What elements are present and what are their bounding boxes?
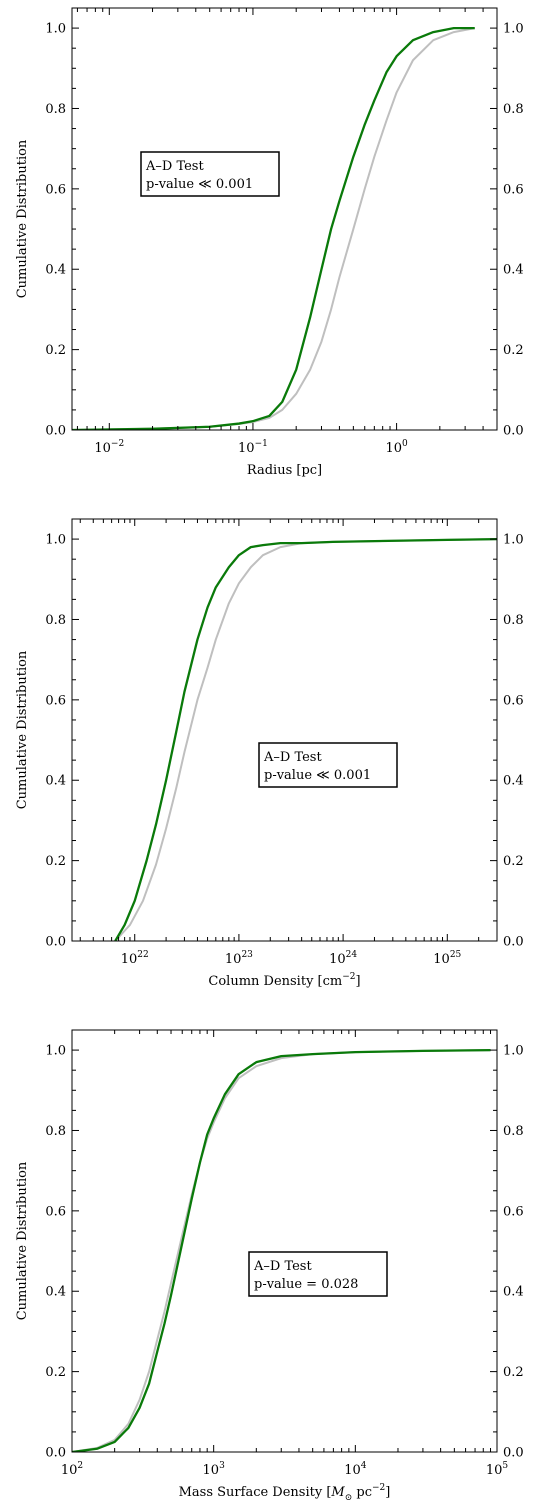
x-tick-label: 10−1 <box>238 439 268 456</box>
y-tick-label-right: 0.4 <box>503 774 524 789</box>
y-tick-label-right: 0.0 <box>503 935 524 950</box>
y-tick-label-right: 0.6 <box>503 693 524 708</box>
y-tick-label: 1.0 <box>45 22 66 37</box>
y-tick-label-right: 0.8 <box>503 613 524 628</box>
annotation-box <box>258 742 398 788</box>
y-tick-label: 0.4 <box>45 1285 66 1300</box>
y-tick-label: 0.0 <box>45 935 66 950</box>
y-tick-label-right: 0.8 <box>503 1124 524 1139</box>
y-tick-label: 0.8 <box>45 102 66 117</box>
y-tick-label: 0.4 <box>45 774 66 789</box>
y-tick-label: 0.0 <box>45 1446 66 1461</box>
series-line-gray <box>72 1049 491 1452</box>
plot-frame <box>71 518 498 942</box>
chart-panel-1: 0.0 0.0 0.2 0.2 0.4 0.4 0.6 0.6 0.8 0.8 1.0 1.0 10−2… <box>15 7 524 478</box>
x-tick-label: 1024 <box>329 950 357 967</box>
y-tick-label: 0.8 <box>45 1124 66 1139</box>
x-tick-label: 1025 <box>433 950 461 967</box>
annotation-line2: p-value ≪ 0.001 <box>264 768 371 783</box>
x-tick-label: 1023 <box>225 950 253 967</box>
y-axis-label: Cumulative Distribution <box>15 139 30 298</box>
y-tick-label-right: 0.2 <box>503 1365 524 1380</box>
y-tick-label-right: 1.0 <box>503 22 524 37</box>
y-tick-label: 0.0 <box>45 424 66 439</box>
y-tick-label: 0.2 <box>45 343 66 358</box>
y-tick-label: 0.6 <box>45 182 66 197</box>
x-tick-label: 105 <box>486 1461 509 1478</box>
annotation-line2: p-value ≪ 0.001 <box>146 177 253 192</box>
y-tick-label: 0.8 <box>45 613 66 628</box>
series-line-green <box>72 1048 491 1452</box>
annotation-box <box>140 151 280 197</box>
y-tick-label: 0.4 <box>45 263 66 278</box>
x-tick-label: 1022 <box>121 950 149 967</box>
annotation-line2: p-value = 0.028 <box>254 1277 358 1292</box>
y-tick-label: 0.2 <box>45 1365 66 1380</box>
annotation-line1: A–D Test <box>253 1259 312 1274</box>
series-line-gray <box>72 27 475 430</box>
x-tick-label: 102 <box>61 1461 83 1478</box>
x-axis-label: Column Density [cm−2] <box>208 972 360 989</box>
y-tick-label: 0.6 <box>45 693 66 708</box>
y-tick-label-right: 0.0 <box>503 424 524 439</box>
y-tick-label-right: 0.4 <box>503 1285 524 1300</box>
annotation-line1: A–D Test <box>263 750 322 765</box>
x-tick-label: 100 <box>385 439 408 456</box>
y-tick-label-right: 0.6 <box>503 182 524 197</box>
y-tick-label: 1.0 <box>45 1044 66 1059</box>
y-tick-label-right: 1.0 <box>503 533 524 548</box>
x-axis-label: Mass Surface Density [M⊙ pc−2] <box>179 1483 391 1503</box>
series-line-green <box>114 537 497 941</box>
y-axis-label: Cumulative Distribution <box>15 650 30 809</box>
x-tick-label: 10−2 <box>94 439 124 456</box>
chart-panel-3: 0.0 0.0 0.2 0.2 0.4 0.4 0.6 0.6 0.8 0.8 1.0 1.0 102 1… <box>15 1029 524 1503</box>
y-tick-label: 1.0 <box>45 533 66 548</box>
annotation-box <box>248 1251 388 1297</box>
y-tick-label: 0.6 <box>45 1204 66 1219</box>
y-tick-label-right: 0.0 <box>503 1446 524 1461</box>
x-tick-label: 104 <box>344 1461 367 1478</box>
y-tick-label-right: 0.4 <box>503 263 524 278</box>
plot-frame <box>71 1029 498 1453</box>
y-tick-label: 0.2 <box>45 854 66 869</box>
x-axis-label: Radius [pc] <box>247 463 322 478</box>
y-tick-label-right: 0.8 <box>503 102 524 117</box>
y-tick-label-right: 0.2 <box>503 343 524 358</box>
annotation-line1: A–D Test <box>145 159 204 174</box>
chart-panel-2: 0.0 0.0 0.2 0.2 0.4 0.4 0.6 0.6 0.8 0.8 1.0 1.0 1022… <box>15 518 524 989</box>
plot-frame <box>71 7 498 431</box>
y-axis-label: Cumulative Distribution <box>15 1161 30 1320</box>
x-tick-label: 103 <box>203 1461 226 1478</box>
series-line-green <box>72 26 475 430</box>
y-tick-label-right: 0.2 <box>503 854 524 869</box>
y-tick-label-right: 0.6 <box>503 1204 524 1219</box>
series-line-gray <box>114 538 497 941</box>
y-tick-label-right: 1.0 <box>503 1044 524 1059</box>
